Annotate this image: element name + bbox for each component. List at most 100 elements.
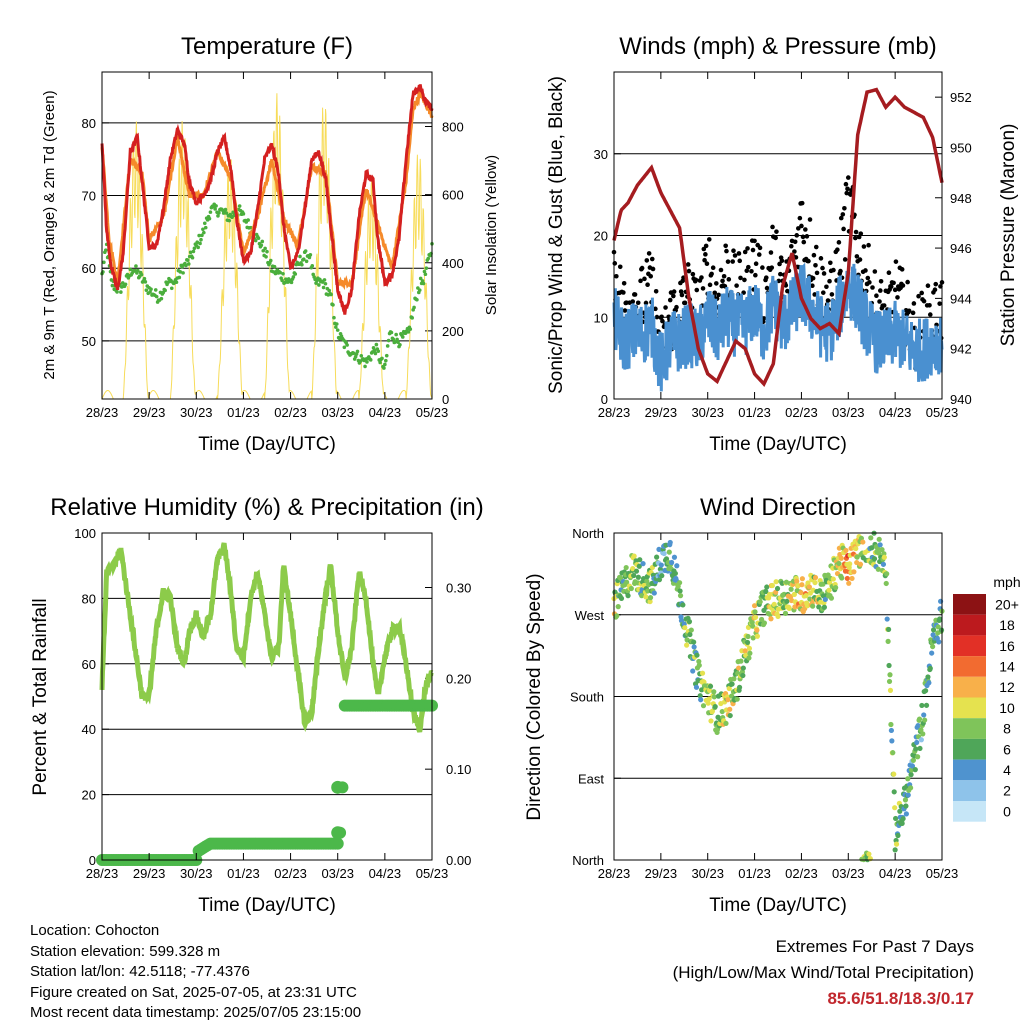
dewpoint-point (322, 278, 327, 282)
direction-point (891, 789, 897, 795)
temp-ytick-label: 50 (82, 334, 96, 349)
gust-point (712, 290, 718, 296)
dewpoint-point (272, 264, 277, 269)
gust-point (734, 283, 739, 288)
dewpoint-point (408, 327, 413, 331)
colorbar-label: 4 (1003, 762, 1011, 778)
direction-point (677, 593, 684, 599)
dewpoint-point (174, 280, 179, 285)
direction-point (826, 587, 832, 593)
dewpoint-point (359, 353, 364, 358)
gust-point (820, 265, 825, 271)
direction-point (900, 816, 906, 822)
dewpoint-point (332, 315, 336, 320)
direction-point (744, 639, 751, 646)
dewpoint-point (208, 210, 213, 214)
gust-point (753, 272, 758, 278)
dewpoint-point (216, 214, 220, 218)
temp-title: Temperature (F) (181, 33, 353, 60)
gust-point (886, 270, 892, 276)
gust-point (818, 256, 824, 261)
dewpoint-point (384, 358, 388, 363)
direction-point (754, 627, 760, 633)
dewpoint-point (355, 349, 360, 354)
dewpoint-point (134, 264, 138, 268)
wind-xtick-label: 30/23 (691, 405, 724, 420)
direction-point (623, 564, 629, 571)
direction-point (763, 589, 769, 595)
gust-point (650, 266, 656, 272)
rh-ylabel: Percent & Total Rainfall (30, 598, 51, 795)
dewpoint-point (372, 348, 377, 353)
direction-point (886, 678, 893, 685)
dewpoint-point (128, 267, 133, 272)
temp-y2label: Solar Insolation (Yellow) (483, 155, 500, 315)
dewpoint-point (374, 342, 379, 347)
dewpoint-point (423, 272, 428, 277)
dir-xtick-label: 02/23 (785, 866, 818, 881)
direction-point (729, 681, 735, 687)
dewpoint-point (169, 286, 174, 291)
direction-point (631, 553, 637, 559)
temp-xtick-label: 04/23 (369, 405, 402, 420)
direction-point (908, 785, 914, 791)
dewpoint-point (386, 338, 391, 343)
dewpoint-point (110, 283, 115, 288)
direction-point (726, 685, 732, 692)
direction-point (915, 754, 921, 760)
gust-point (807, 217, 813, 222)
gust-point (703, 252, 708, 257)
gust-point (752, 238, 757, 244)
gust-point (888, 284, 894, 289)
temp-ytick-label: 80 (82, 116, 96, 131)
dewpoint-point (317, 283, 321, 287)
pressure-ytick-label: 940 (950, 392, 972, 407)
gust-point (750, 247, 756, 253)
dewpoint-point (365, 360, 369, 364)
gust-point (877, 299, 882, 304)
direction-point (866, 851, 872, 857)
direction-point (936, 639, 942, 645)
temp-2m-line (100, 84, 434, 315)
wind-xtick-label: 03/23 (832, 405, 865, 420)
colorbar-swatch (953, 594, 986, 615)
direction-point (895, 832, 901, 839)
gust-point (653, 306, 658, 312)
direction-point (764, 584, 770, 590)
gust-point (653, 288, 659, 294)
direction-point (838, 555, 844, 561)
gust-point (825, 298, 831, 303)
direction-point (902, 797, 909, 803)
gust-point (707, 282, 713, 288)
direction-point (618, 595, 625, 602)
direction-point (784, 598, 790, 604)
wind-ytick-label: 20 (594, 229, 608, 244)
dir-ytick-label: West (575, 608, 605, 623)
dewpoint-point (310, 264, 315, 268)
gust-point (911, 301, 917, 306)
direction-point (810, 603, 816, 609)
solar-insolation-line (101, 93, 433, 400)
direction-point (740, 665, 746, 671)
direction-point (731, 676, 737, 682)
dewpoint-point (351, 351, 356, 356)
gust-point (925, 283, 931, 289)
gust-point (857, 257, 863, 262)
gust-point (648, 273, 654, 279)
direction-point (694, 652, 700, 658)
gust-point (614, 273, 619, 279)
gust-point (774, 229, 779, 234)
gust-point (853, 229, 859, 235)
dewpoint-point (280, 278, 284, 283)
colorbar-swatch (953, 635, 986, 657)
direction-point (691, 644, 697, 650)
gust-point (810, 283, 815, 289)
dewpoint-point (197, 233, 201, 238)
dewpoint-point (278, 270, 283, 275)
temp-xtick-label: 29/23 (133, 405, 166, 420)
rh-xtick-label: 04/23 (369, 866, 402, 881)
direction-point (812, 579, 818, 586)
direction-point (913, 746, 919, 752)
precip-ytick-label: 0.10 (446, 762, 471, 777)
dewpoint-point (291, 275, 296, 279)
